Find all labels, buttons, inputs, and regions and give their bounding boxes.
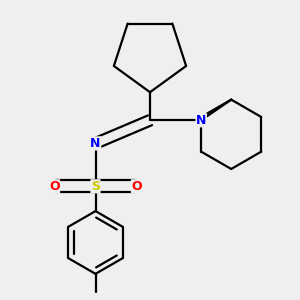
Text: N: N [196, 114, 206, 127]
Text: O: O [131, 180, 142, 193]
Text: N: N [90, 137, 101, 150]
Text: S: S [91, 180, 100, 193]
Text: O: O [49, 180, 59, 193]
